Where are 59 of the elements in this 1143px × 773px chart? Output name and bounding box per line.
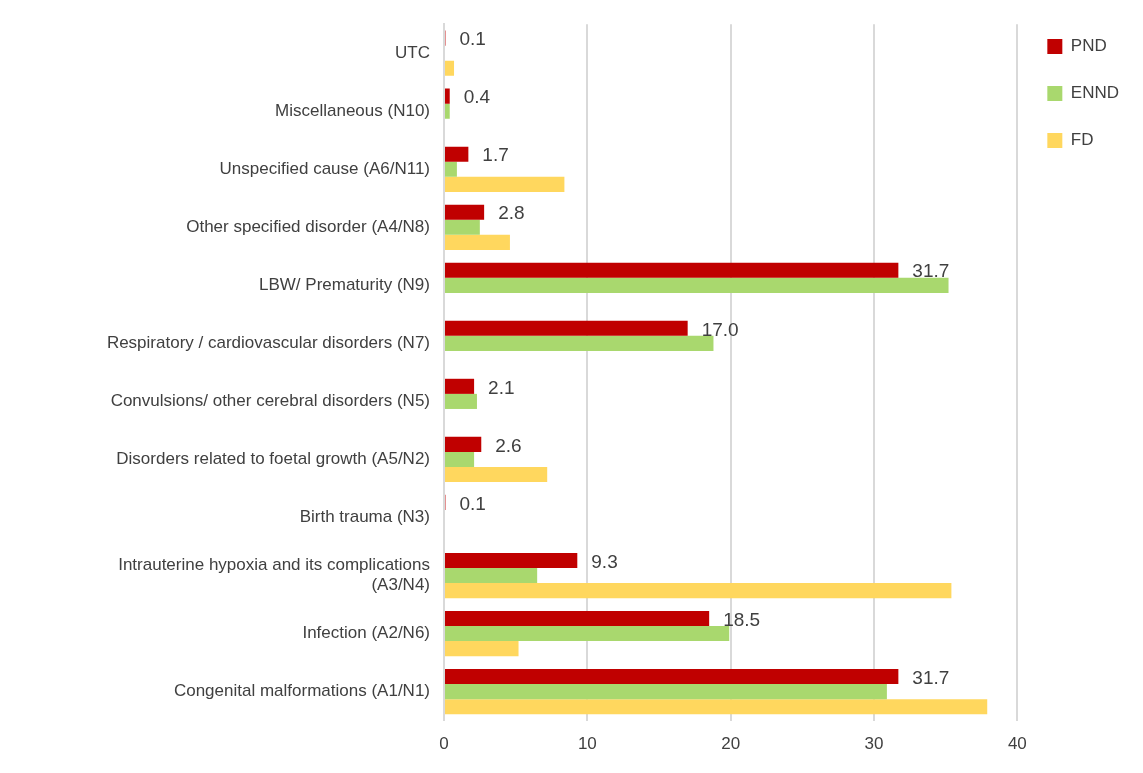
legend-label: FD [1070,130,1094,150]
bar [445,451,475,467]
bar [445,378,475,394]
bar [445,161,457,177]
data-label: 17.0 [701,318,739,340]
x-tick-label: 0 [439,734,449,754]
legend-label: ENND [1070,83,1119,103]
bar [445,60,455,76]
y-tick-label: Congenital malformations (A1/N1) [173,681,430,701]
bar [445,626,730,642]
y-tick-label: Miscellaneous (N10) [275,100,430,120]
y-tick-label: Convulsions/ other cerebral disorders (N5) [110,391,430,411]
bar [445,699,988,715]
bar [445,146,469,162]
y-tick-label: Respiratory / cardiovascular disorders (N7) [106,333,430,353]
bar [445,88,450,104]
data-label: 31.7 [912,260,950,282]
bar [445,567,538,584]
x-tick-label: 20 [721,734,741,754]
bar [445,641,519,657]
bar [445,393,477,409]
data-label: 0.4 [463,86,491,108]
bar [445,552,578,568]
bar [445,262,899,278]
legend-label: PND [1070,36,1107,56]
data-label: 2.1 [488,376,515,398]
data-label: 0.1 [459,492,486,514]
bar [445,320,688,336]
data-label: 2.6 [495,434,522,456]
bar [445,103,450,119]
x-tick-label: 30 [864,734,884,754]
bar [445,176,565,192]
y-tick-label: Other specified disorder (A4/N8) [186,217,430,236]
y-tick-label: UTC [395,42,430,62]
y-tick-label: Birth trauma (N3) [299,507,430,527]
data-label: 18.5 [723,608,761,630]
x-tick-label: 10 [577,734,597,754]
y-tick-label: Disorders related to foetal growth (A5/N2) [116,449,430,469]
y-tick-label: Infection (A2/N6) [302,623,430,643]
data-label: 9.3 [591,550,618,572]
data-label: 31.7 [912,666,950,688]
x-tick-label: 40 [1007,734,1027,754]
bar [445,436,482,452]
data-label: 0.1 [459,28,486,50]
data-label: 2.8 [498,202,525,224]
bar [445,219,480,235]
bar [445,668,899,685]
bar [445,277,949,293]
bar [445,466,548,483]
bar [445,335,714,351]
bar [445,234,510,250]
y-tick-label: Unspecified cause (A6/N11) [219,158,430,178]
bar [445,610,710,627]
bar [445,684,887,700]
y-tick-label: Intrauterine hypoxia and its complications (A3/N4) [118,555,430,595]
bar [445,583,952,599]
bar [445,204,485,220]
data-label: 1.7 [482,144,509,166]
y-tick-label: LBW/ Prematurity (N9) [259,275,430,295]
